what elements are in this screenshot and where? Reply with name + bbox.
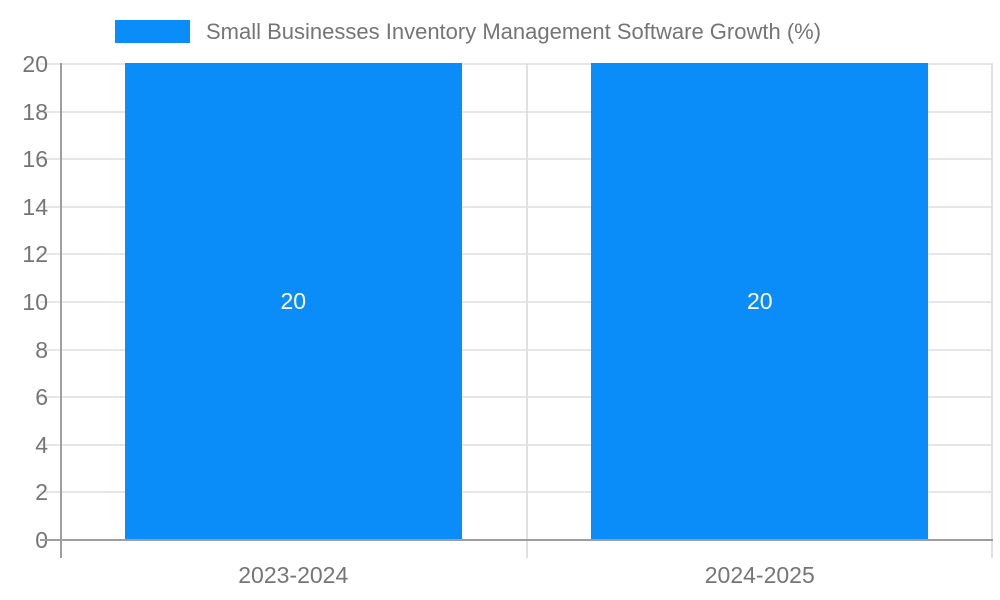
y-gridline (40, 348, 993, 351)
y-axis-tick-label: 18 (22, 98, 48, 125)
y-gridline (40, 205, 993, 208)
bar-value-label: 20 (280, 287, 307, 314)
y-axis-line (60, 63, 62, 558)
x-axis-line (40, 539, 993, 541)
y-axis-tick-label: 14 (22, 193, 48, 220)
y-axis-tick-label: 6 (35, 384, 48, 411)
bar-value-label: 20 (746, 287, 773, 314)
y-axis-tick-label: 12 (22, 241, 48, 268)
category-boundary-line (525, 63, 528, 558)
y-gridline (40, 491, 993, 494)
y-gridline (40, 253, 993, 256)
y-gridline (40, 301, 993, 303)
y-axis-tick-label: 16 (22, 146, 48, 173)
y-gridline (40, 110, 993, 113)
legend-swatch (115, 20, 190, 43)
y-gridline (40, 63, 993, 65)
y-gridline (40, 158, 993, 161)
y-axis-tick-label: 20 (22, 51, 48, 77)
legend-label: Small Businesses Inventory Management So… (206, 19, 822, 44)
y-axis-tick-label: 10 (22, 289, 48, 315)
y-axis-tick-label: 2 (35, 479, 48, 506)
x-axis-category-label: 2024-2025 (704, 562, 815, 588)
bar[interactable]: 20 (591, 63, 929, 539)
x-axis-category-label: 2023-2024 (238, 562, 349, 588)
y-gridline (40, 396, 993, 399)
category-boundary-line (991, 63, 993, 558)
y-axis-tick-label: 4 (35, 431, 48, 458)
bar[interactable]: 20 (124, 63, 462, 539)
legend: Small Businesses Inventory Management So… (115, 18, 821, 45)
y-axis-tick-label: 8 (35, 336, 48, 363)
y-gridline (40, 443, 993, 446)
